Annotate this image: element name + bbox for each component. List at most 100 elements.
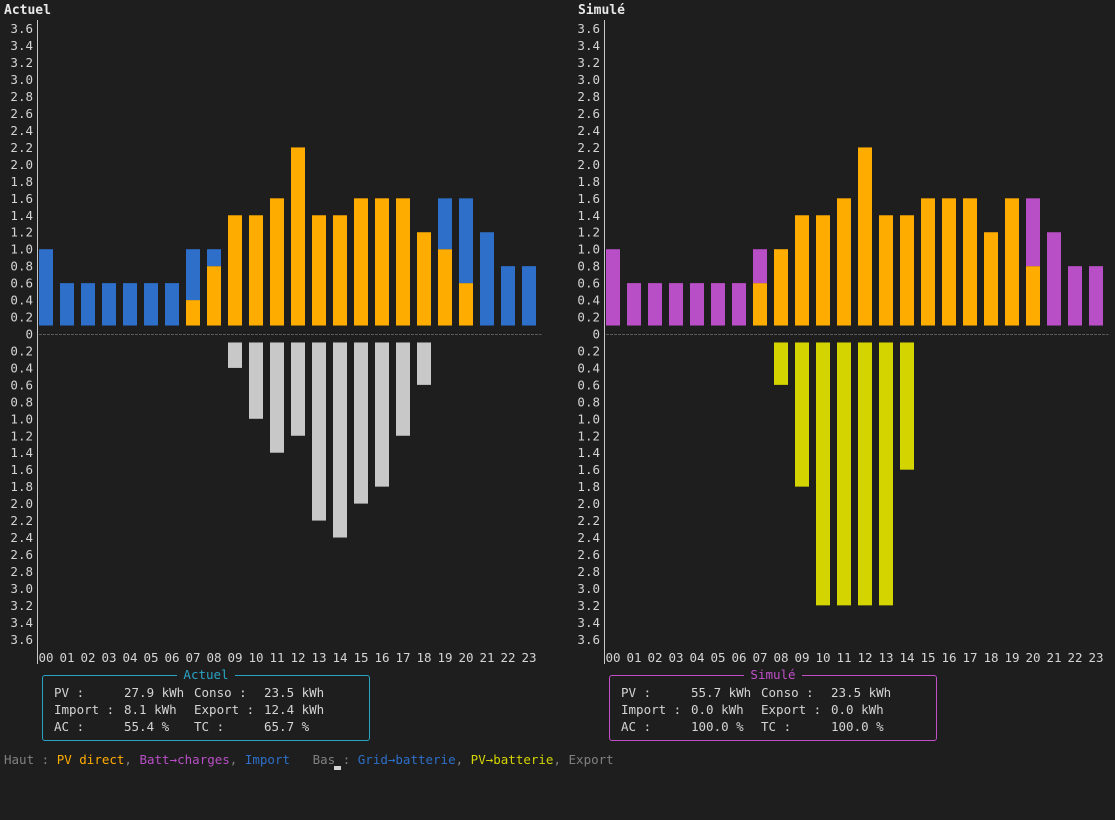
legend-pv-batterie: PV→batterie [470, 752, 554, 767]
bar-Batt→charges [711, 283, 725, 326]
bar-PV direct [207, 266, 221, 326]
bar-PV direct [984, 232, 998, 326]
ac-value: 55.4 % [124, 719, 170, 734]
conso-label: Conso : [194, 685, 247, 700]
y-tick-label: 0.8 [10, 394, 33, 409]
export-value: 0.0 kWh [831, 702, 884, 717]
x-tick-label: 05 [710, 650, 725, 665]
x-tick-label: 07 [752, 650, 767, 665]
bar-PV→batterie [816, 342, 830, 606]
bar-Import [207, 249, 221, 267]
x-tick-label: 14 [332, 650, 347, 665]
bar-Import [39, 249, 53, 326]
bar-PV direct [396, 198, 410, 326]
bar-Import [480, 232, 494, 326]
tc-value: 65.7 % [264, 719, 310, 734]
tc-value: 100.0 % [831, 719, 884, 734]
bar-Batt→charges [753, 249, 767, 284]
x-tick-label: 10 [815, 650, 830, 665]
x-tick-label: 02 [80, 650, 95, 665]
bar-Import [60, 283, 74, 326]
bar-Batt→charges [1068, 266, 1082, 326]
bar-Export [228, 342, 242, 368]
bar-Import [438, 198, 452, 250]
import-value: 8.1 kWh [124, 702, 177, 717]
x-tick-label: 12 [857, 650, 872, 665]
legend-batt-charges: Batt→charges [139, 752, 230, 767]
summary-caption: Simulé [610, 667, 936, 683]
tc-label: TC : [761, 719, 792, 734]
y-tick-label: 2.2 [577, 513, 600, 528]
y-tick-label: 1.8 [577, 174, 600, 189]
y-tick-label: 3.0 [10, 72, 33, 87]
y-tick-label: 3.6 [10, 632, 33, 647]
x-tick-label: 01 [59, 650, 74, 665]
y-tick-label: 1.0 [10, 411, 33, 426]
legend-sep: , [455, 752, 464, 767]
pv-label: PV : [54, 685, 85, 700]
bar-Export [396, 342, 410, 436]
summary-box-simule: Simulé PV : 55.7 kWh Conso : 23.5 kWh Im… [609, 667, 937, 741]
import-label: Import : [54, 702, 115, 717]
y-tick-label: 3.4 [10, 615, 33, 630]
x-tick-label: 15 [353, 650, 368, 665]
bar-PV direct [1005, 198, 1019, 326]
bar-PV direct [879, 215, 893, 326]
x-tick-label: 00 [605, 650, 620, 665]
x-tick-label: 11 [836, 650, 851, 665]
bar-Export [354, 342, 368, 504]
legend-top-label: Haut : [4, 752, 50, 767]
y-tick-label: 2.6 [577, 106, 600, 121]
y-tick-label: 0.2 [577, 343, 600, 358]
y-tick-label: 3.4 [577, 615, 600, 630]
legend-export: Export [568, 752, 614, 767]
summary-caption-text: Actuel [177, 667, 235, 682]
x-tick-label: 08 [773, 650, 788, 665]
y-tick-label: 0.4 [10, 293, 33, 308]
chart-title-simule: Simulé [578, 3, 625, 18]
y-tick-label: 2.4 [577, 123, 600, 138]
legend-sep: , [229, 752, 238, 767]
bar-PV→batterie [900, 342, 914, 470]
import-value: 0.0 kWh [691, 702, 744, 717]
y-tick-label: 0.4 [577, 293, 600, 308]
tc-label: TC : [194, 719, 225, 734]
x-tick-label: 22 [1067, 650, 1082, 665]
x-tick-label: 23 [521, 650, 536, 665]
y-tick-label: 2.4 [10, 123, 33, 138]
x-tick-label: 22 [500, 650, 515, 665]
bar-Import [165, 283, 179, 326]
pv-value: 55.7 kWh [691, 685, 752, 700]
summary-row-import: Import : 8.1 kWh Export : 12.4 kWh [54, 701, 324, 718]
bar-PV direct [942, 198, 956, 326]
x-tick-label: 01 [626, 650, 641, 665]
x-tick-label: 05 [143, 650, 158, 665]
y-tick-label: 1.2 [577, 225, 600, 240]
y-tick-label: 0.6 [577, 276, 600, 291]
ac-label: AC : [54, 719, 85, 734]
x-tick-label: 20 [1025, 650, 1040, 665]
x-tick-label: 18 [416, 650, 431, 665]
y-tick-label: 3.2 [10, 55, 33, 70]
x-tick-label: 20 [458, 650, 473, 665]
legend-pv-direct: PV direct [56, 752, 125, 767]
bar-PV direct [354, 198, 368, 326]
y-tick-label: 2.0 [10, 157, 33, 172]
legend-sep: , [124, 752, 132, 767]
bar-Batt→charges [627, 283, 641, 326]
y-tick-label: 2.8 [10, 564, 33, 579]
bar-Batt→charges [732, 283, 746, 326]
x-tick-label: 10 [248, 650, 263, 665]
bar-PV→batterie [774, 342, 788, 385]
y-tick-label: 2.2 [10, 140, 33, 155]
y-tick-label: 1.0 [577, 411, 600, 426]
summary-row-import: Import : 0.0 kWh Export : 0.0 kWh [621, 701, 884, 718]
x-tick-label: 08 [206, 650, 221, 665]
y-tick-label: 0.8 [10, 259, 33, 274]
y-tick-label: 2.0 [577, 496, 600, 511]
bar-PV direct [795, 215, 809, 326]
x-tick-label: 04 [689, 650, 704, 665]
y-tick-label: 1.6 [577, 191, 600, 206]
legend-import: Import [244, 752, 291, 767]
bar-Export [249, 342, 263, 419]
